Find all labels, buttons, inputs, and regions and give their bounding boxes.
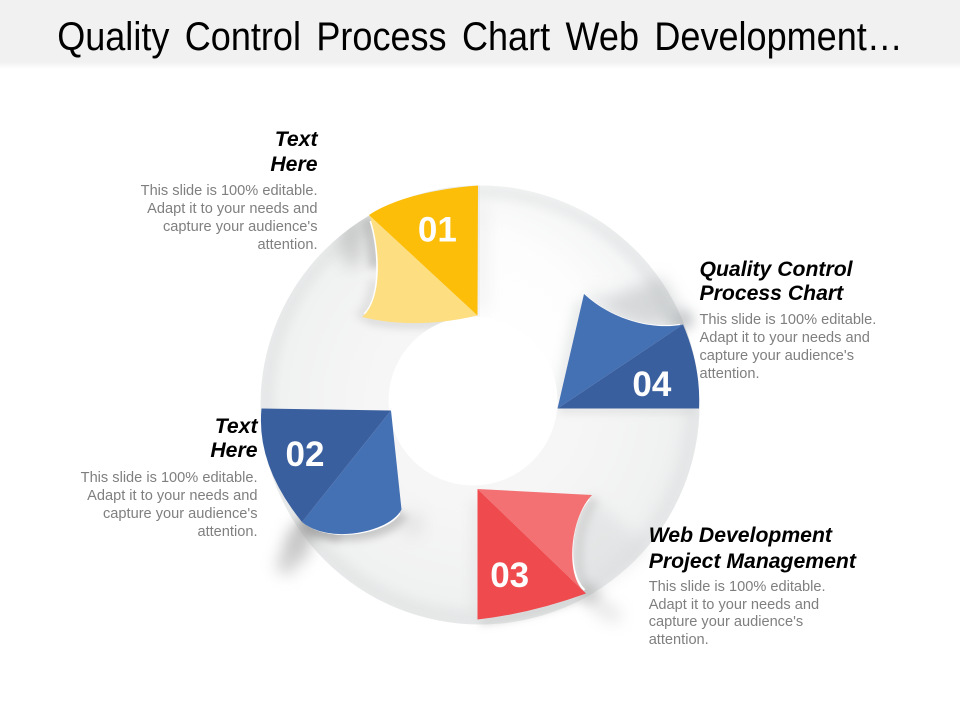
svg-text:01: 01	[418, 211, 457, 250]
svg-text:02: 02	[286, 435, 325, 474]
svg-text:03: 03	[490, 556, 529, 595]
svg-text:04: 04	[632, 365, 671, 404]
